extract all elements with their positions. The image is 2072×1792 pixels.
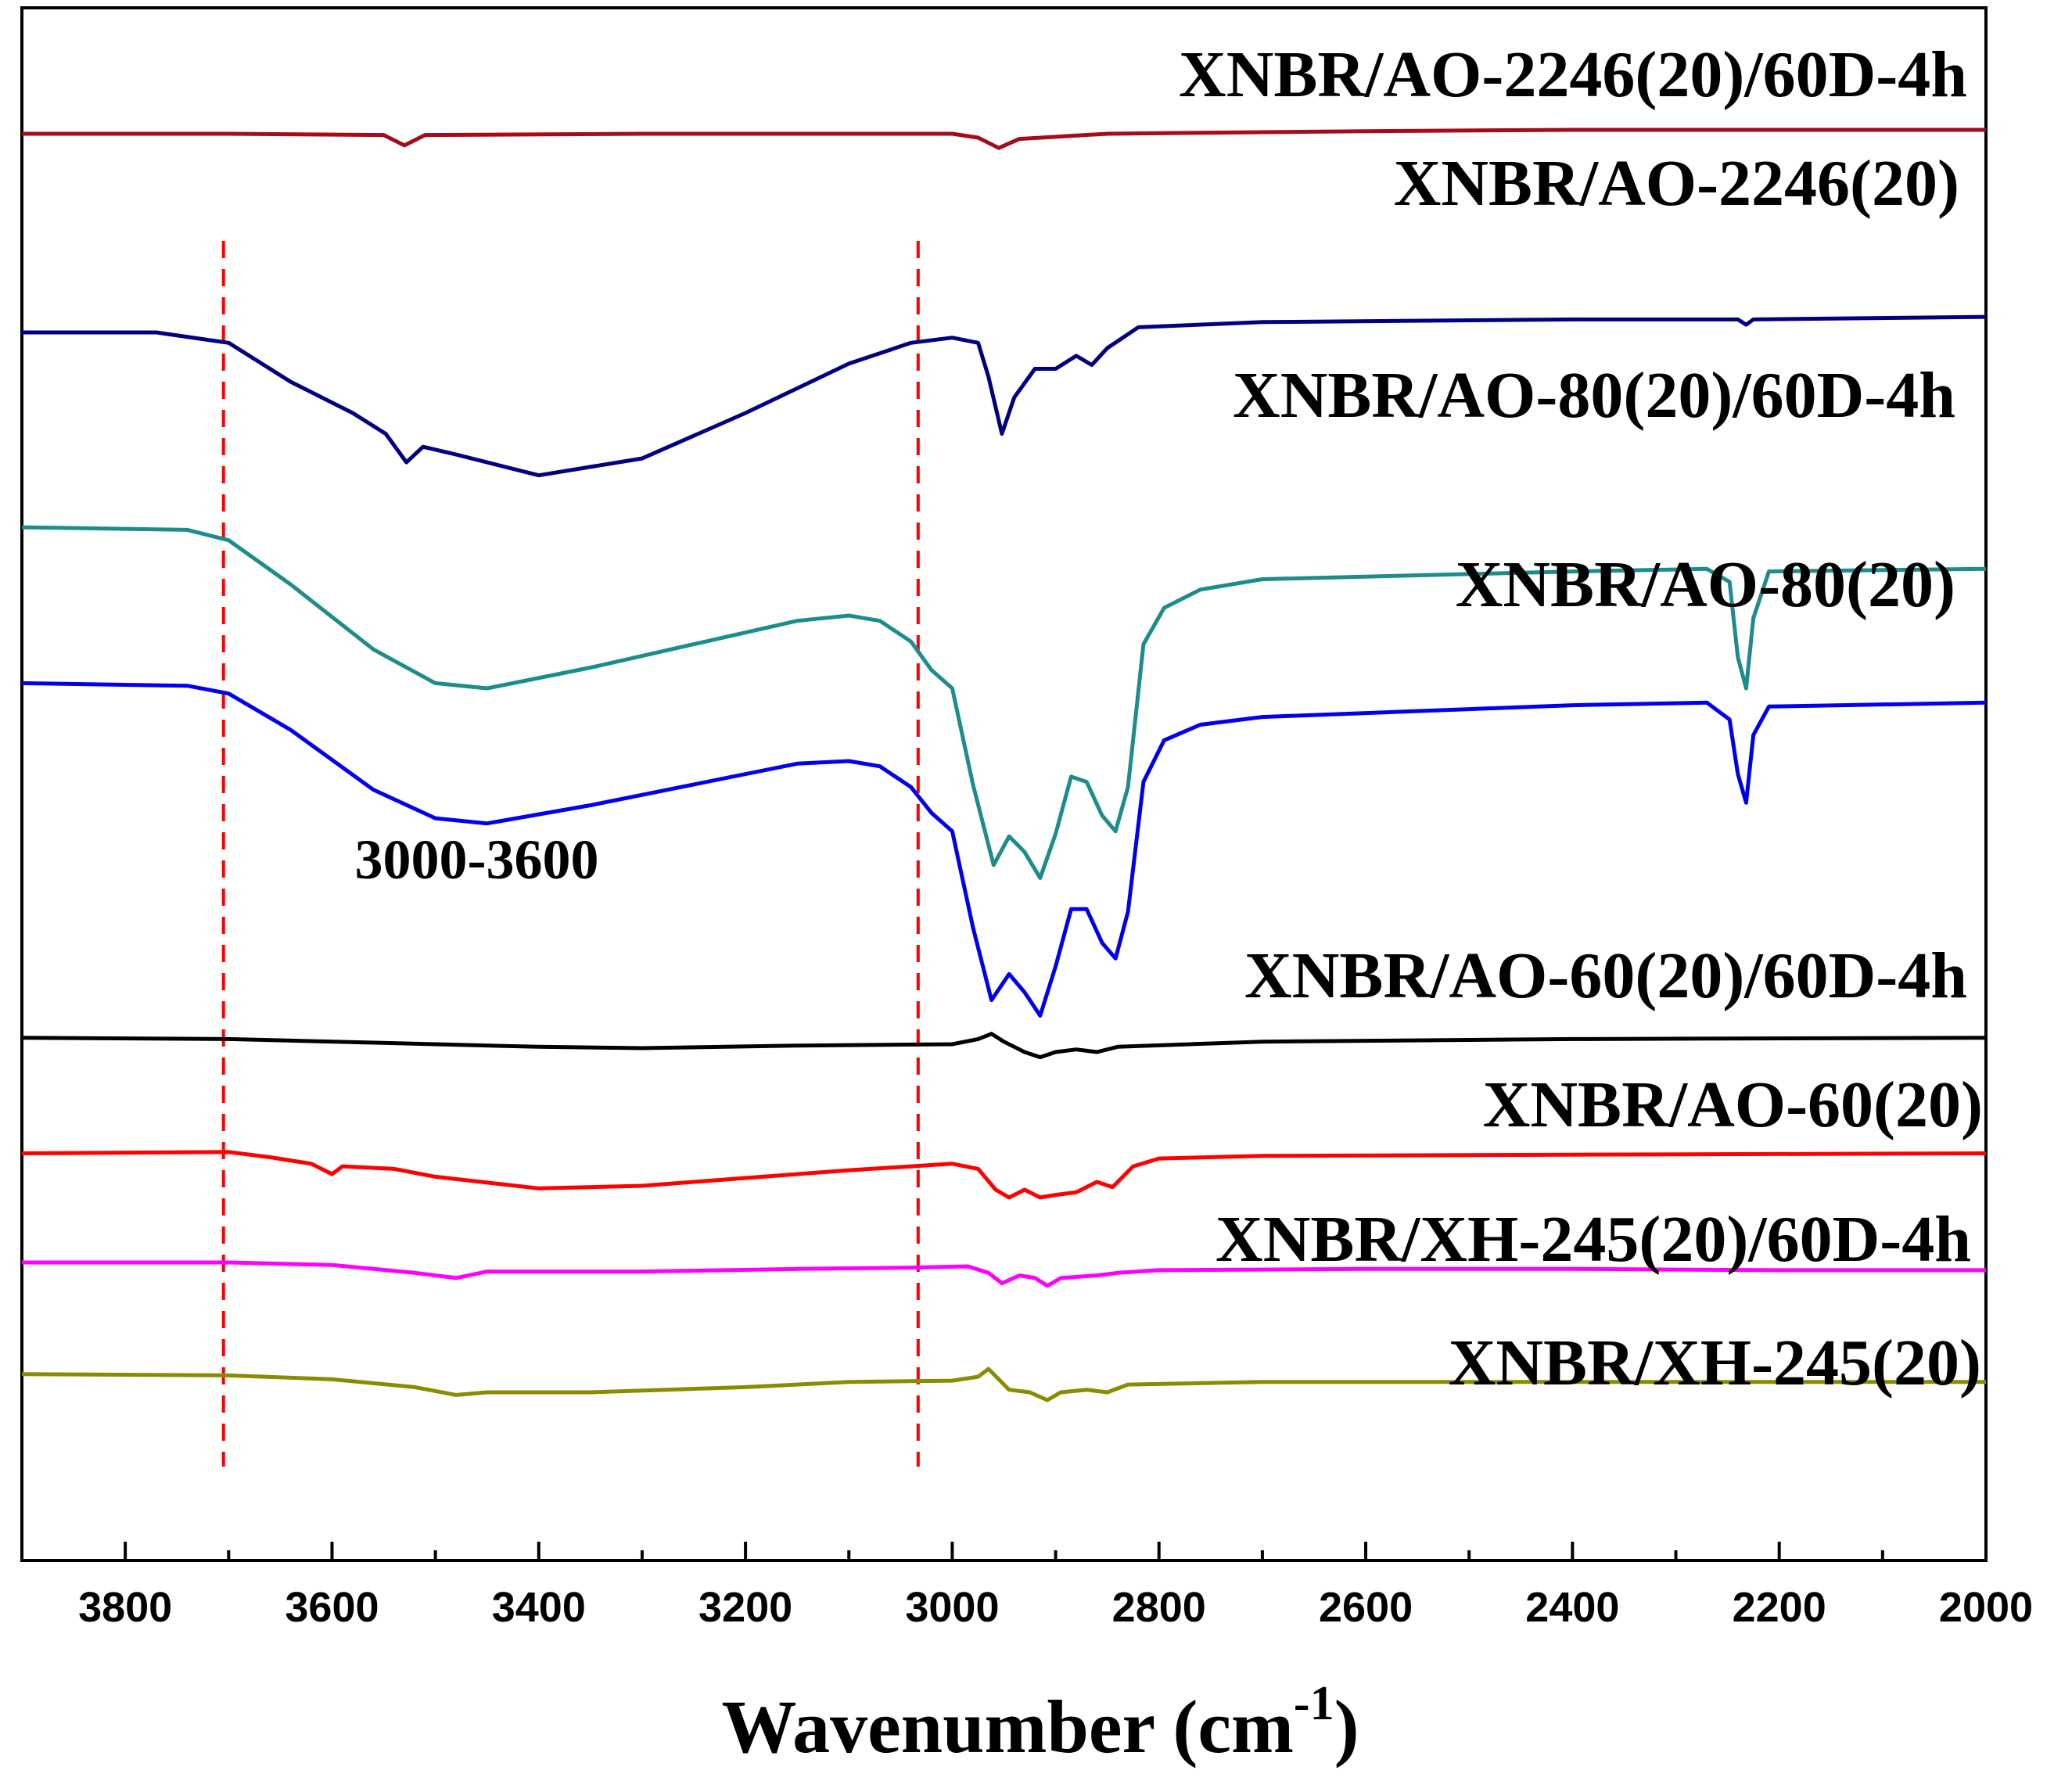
x-tick-label-3200: 3200 (698, 1584, 792, 1631)
spectrum-line-6 (21, 1150, 1987, 1200)
series-label-xh245: XNBR/XH-245(20) (1449, 1327, 1981, 1399)
x-tick-label-3600: 3600 (285, 1584, 379, 1631)
x-tick-label-2800: 2800 (1112, 1584, 1206, 1631)
spectrum-line-3 (21, 525, 1987, 880)
series-label-ao80-60d: XNBR/AO-80(20)/60D-4h (1233, 359, 1955, 432)
spectrum-line-2 (22, 314, 1987, 478)
spectrum-line-8 (21, 1366, 1986, 1402)
x-axis-title-main: Wavenumber (cm (721, 1685, 1293, 1769)
x-tick-label-3000: 3000 (905, 1584, 999, 1631)
x-axis-title-superscript: -1 (1294, 1677, 1334, 1730)
series-label-ao80: XNBR/AO-80(20) (1456, 548, 1955, 621)
x-tick-label-2600: 2600 (1319, 1584, 1413, 1631)
x-tick-label-2200: 2200 (1733, 1584, 1826, 1631)
series-label-ao2246-60d: XNBR/AO-2246(20)/60D-4h (1179, 38, 1967, 111)
series-label-ao60-60d: XNBR/AO-60(20)/60D-4h (1244, 939, 1967, 1012)
x-axis-ticks: 3800 3600 3400 3200 3000 2800 2600 2400 2200 2000 (78, 1542, 2033, 1631)
x-tick-label-2000: 2000 (1939, 1584, 2033, 1631)
x-tick-label-3800: 3800 (78, 1584, 172, 1631)
x-axis-title-close: ) (1334, 1685, 1359, 1769)
plot-frame (20, 6, 1988, 1562)
x-axis-title: Wavenumber (cm-1) (721, 1677, 1359, 1769)
series-label-ao2246: XNBR/AO-2246(20) (1394, 147, 1959, 220)
x-tick-label-3400: 3400 (492, 1584, 586, 1631)
spectrum-line-7 (22, 1260, 1986, 1288)
series-label-ao60: XNBR/AO-60(20) (1483, 1068, 1983, 1141)
spectrum-line-5 (21, 1032, 1987, 1060)
range-annotation: 3000-3600 (355, 828, 599, 891)
x-tick-label-2400: 2400 (1525, 1584, 1619, 1631)
spectrum-line-4 (21, 681, 1987, 1018)
spectrum-line-1 (22, 127, 1986, 150)
series-label-xh245-60d: XNBR/XH-245(20)/60D-4h (1216, 1203, 1971, 1276)
spectra-series (21, 127, 1987, 1402)
